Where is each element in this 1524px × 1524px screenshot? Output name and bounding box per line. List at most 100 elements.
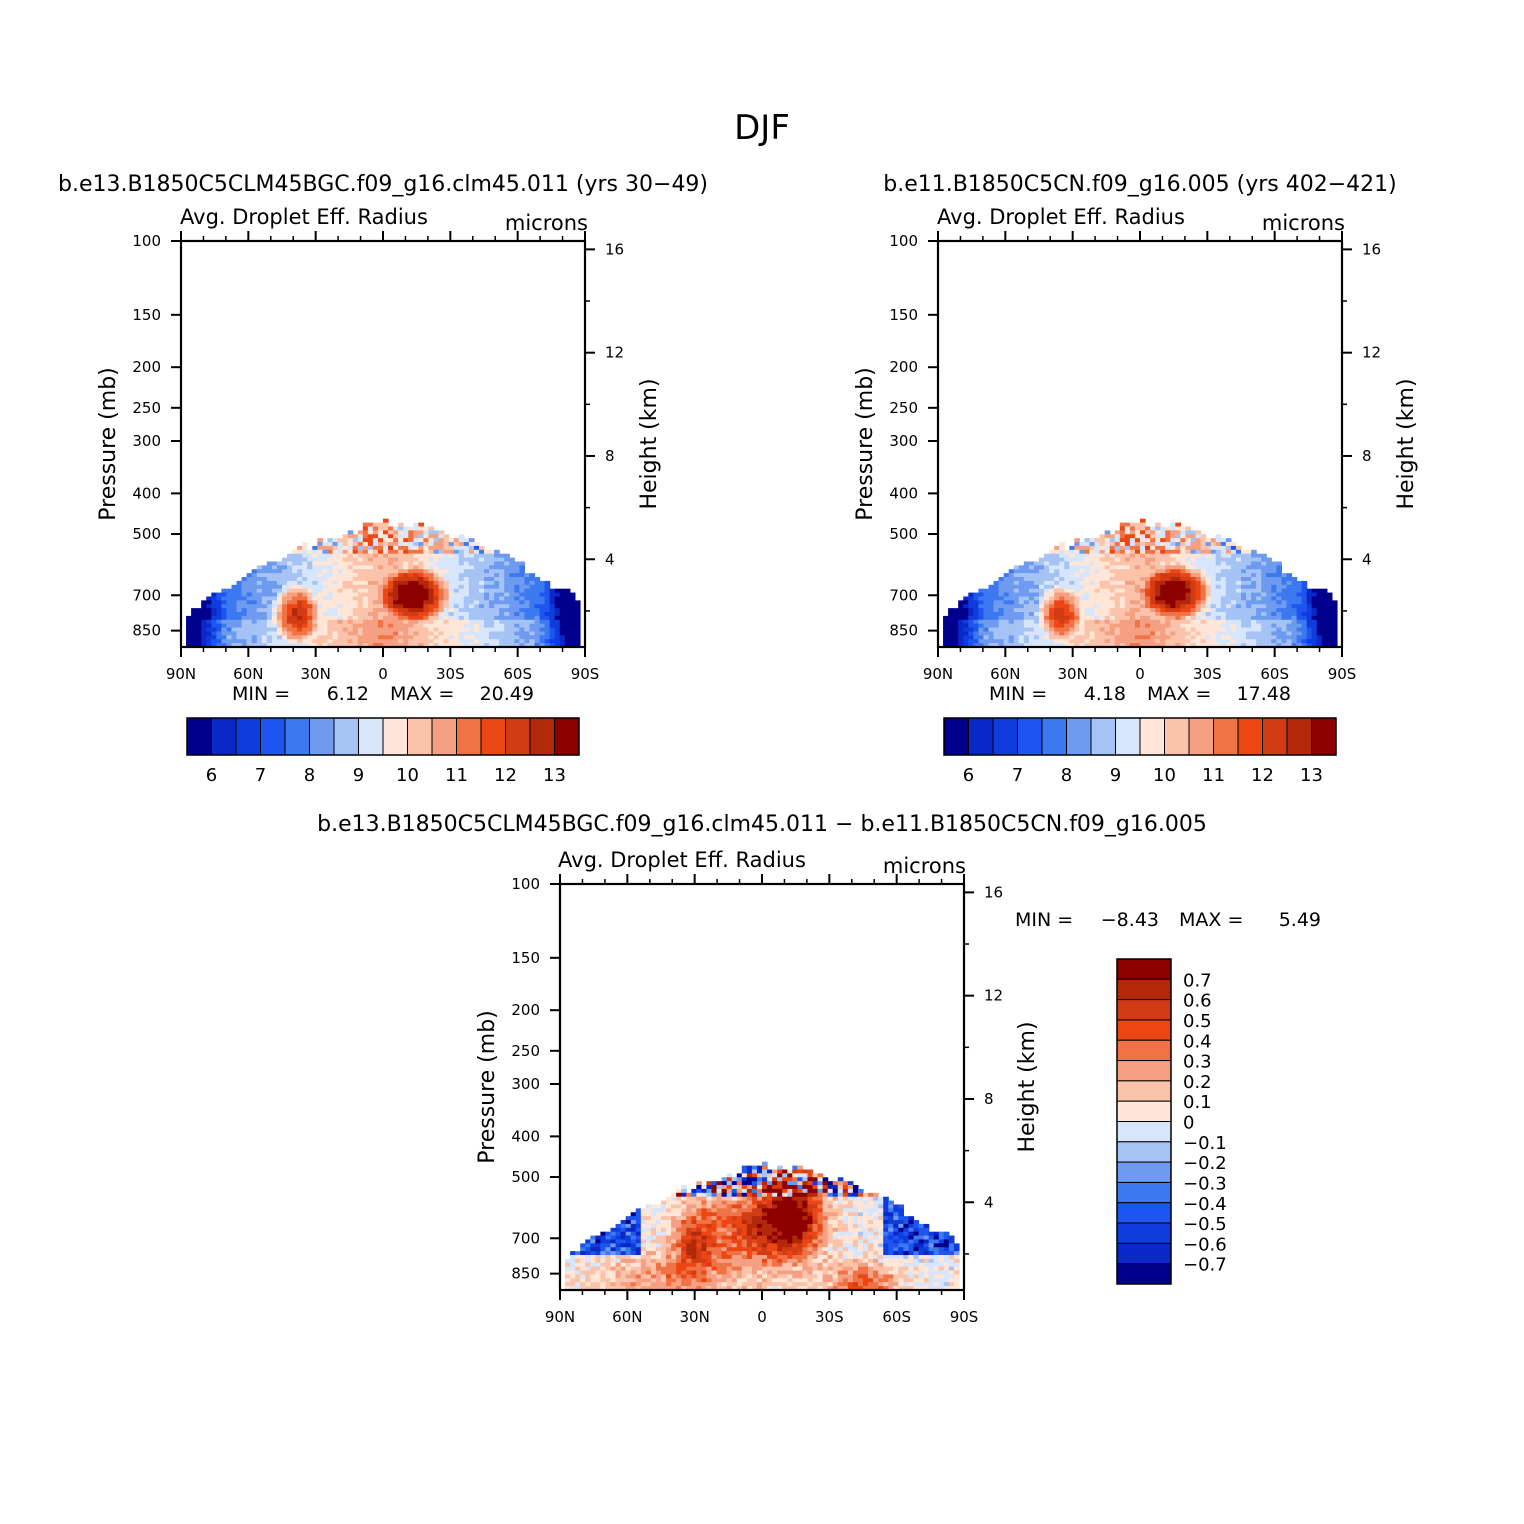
panel-left-field-cell (372, 639, 379, 644)
panel-right-field-cell (1301, 612, 1308, 617)
panel-left-field-cell (226, 608, 233, 613)
panel-right-field-cell (1049, 639, 1055, 644)
panel-right-field-cell (1160, 619, 1166, 625)
panel-left-field-cell (327, 639, 334, 644)
panel-left-field-cell (549, 643, 556, 648)
panel-left-field-cell (438, 619, 445, 625)
panel-right-field-cell (1023, 627, 1030, 633)
panel-right-field-cell (1266, 584, 1272, 590)
panel-right-field-cell (1008, 588, 1015, 594)
panel-left-field-cell (413, 623, 419, 629)
panel-left-field-cell (307, 639, 313, 644)
panel-left-field-cell (428, 530, 435, 535)
panel-left-field-cell (377, 549, 384, 555)
panel-right-field-cell (1175, 623, 1181, 629)
panel-right-field-cell (1109, 612, 1116, 617)
panel-diff-field-cell (903, 1243, 910, 1248)
panel-left-field-cell (524, 604, 531, 609)
panel-right-field-cell (993, 588, 1000, 594)
panel-right-field-cell (1276, 635, 1282, 640)
panel-right-field-cell (978, 596, 985, 601)
panel-right-field-cell (1099, 619, 1106, 625)
panel-diff-field-cell (787, 1243, 793, 1248)
panel-left-field-cell (261, 592, 268, 598)
panel-left-field-cell (256, 604, 263, 609)
panel-right-field-cell (1200, 596, 1207, 601)
panel-right-field-cell (1306, 631, 1313, 636)
panel-diff-field-cell (767, 1243, 773, 1248)
panel-right-field-cell (1281, 588, 1288, 594)
panel-left-field-cell (539, 600, 546, 605)
panel-right-field-cell (1074, 635, 1080, 640)
panel-diff-field-cell (661, 1220, 667, 1225)
panel-diff-field-cell (726, 1208, 733, 1213)
panel-left-field-cell (433, 596, 440, 601)
panel-left-field-cell (499, 619, 505, 625)
panel-left-field-cell (357, 545, 364, 551)
panel-diff-field-cell (711, 1208, 718, 1213)
panel-right-field-cell (1089, 545, 1096, 551)
panel-left-field-cell (302, 569, 308, 574)
panel-right-field-cell (1084, 623, 1091, 629)
panel-diff-field-cell (762, 1235, 768, 1241)
panel-right-field-cell (1230, 623, 1237, 629)
panel-left-field-cell (241, 608, 248, 613)
panel-right-field-cell (1286, 584, 1293, 590)
panel-right-field-cell (1175, 553, 1181, 559)
panel-left-field-cell (367, 549, 374, 555)
panel-left-field-cell (569, 612, 576, 617)
panel-left-field-cell (443, 631, 450, 636)
panel-diff-field-cell (777, 1177, 783, 1182)
panel-left-field-cell (509, 604, 515, 609)
panel-diff-field-cell (762, 1208, 768, 1213)
panel-right-field-cell (1155, 608, 1161, 613)
panel-right-field-cell (1059, 549, 1065, 555)
panel-right-field-cell (1059, 542, 1065, 547)
panel-diff-field-cell (676, 1188, 682, 1194)
panel-left-field-cell (443, 615, 450, 621)
panel-right-field-cell (1311, 639, 1318, 644)
panel-left-field-cell (494, 635, 500, 640)
panel-diff-field-cell (842, 1220, 849, 1225)
panel-left-field-cell (494, 631, 500, 636)
panel-diff-field-cell (913, 1227, 920, 1233)
panel-right-field-cell (1099, 592, 1106, 598)
panel-left-field-cell (443, 619, 450, 625)
panel-right-field-cell (1104, 542, 1111, 547)
panel-left-field-cell (489, 569, 495, 574)
panel-left-field-cell (448, 573, 455, 578)
panel-left-field-cell (312, 604, 318, 609)
panel-right-field-cell (1074, 561, 1080, 566)
panel-diff-field-cell (711, 1204, 718, 1209)
panel-left-field-cell (458, 561, 465, 566)
panel-diff-field-cell (762, 1192, 768, 1198)
panel-left-field-cell (211, 596, 217, 601)
panel-left-field-cell (519, 604, 525, 609)
panel-left-field-cell (377, 631, 384, 636)
panel-right-field-cell (1220, 584, 1227, 590)
panel-left-field-cell (282, 643, 288, 648)
panel-diff-field-cell (782, 1227, 788, 1233)
panel-left-y-right-tick-label: 12 (605, 344, 624, 362)
panel-diff-field-cell (756, 1185, 763, 1190)
panel-right-field-cell (1266, 604, 1272, 609)
panel-right-field-cell (1084, 604, 1091, 609)
panel-diff-field-cell (797, 1188, 803, 1194)
panel-right-field-cell (958, 608, 964, 613)
panel-right-field-cell (1013, 596, 1020, 601)
panel-left-field-cell (393, 639, 399, 644)
panel-right-field-cell (1175, 542, 1181, 547)
panel-right-field-cell (1039, 557, 1045, 563)
panel-right-field-cell (1246, 615, 1252, 621)
panel-left-field-cell (453, 545, 460, 551)
panel-right-field-cell (1054, 608, 1060, 613)
panel-left-field-cell (327, 588, 334, 594)
panel-right-field-cell (948, 615, 954, 621)
panel-left-field-cell (524, 643, 531, 648)
panel-right-field-cell (963, 619, 969, 625)
panel-left-field-cell (433, 545, 440, 551)
panel-left-field-cell (337, 549, 344, 555)
panel-right-field-cell (1241, 627, 1247, 633)
panel-left-field-cell (408, 538, 414, 543)
panel-diff-field-cell (893, 1223, 899, 1229)
